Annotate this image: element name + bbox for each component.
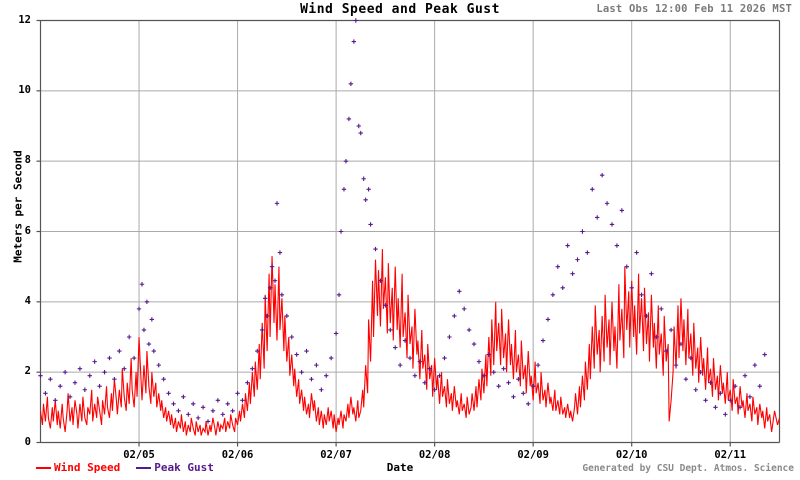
x-tick-label: 02/05 — [123, 448, 155, 461]
x-tick-label: 02/11 — [714, 448, 747, 461]
y-tick-label: 8 — [24, 154, 31, 167]
legend-swatch — [36, 466, 51, 469]
x-tick-label: 02/09 — [517, 448, 549, 461]
last-observation-timestamp: Last Obs 12:00 Feb 11 2026 MST — [596, 3, 792, 15]
legend-item: Peak Gust — [136, 461, 214, 474]
series-layer — [38, 18, 781, 436]
y-tick-label: 12 — [18, 13, 31, 26]
legend-item: Wind Speed — [36, 461, 120, 474]
x-tick-label: 02/08 — [418, 448, 451, 461]
series-line-wind-speed — [39, 249, 781, 436]
series-points-peak-gust — [38, 18, 767, 424]
legend-label: Peak Gust — [154, 461, 214, 474]
y-tick-label: 2 — [24, 365, 31, 378]
legend-swatch — [136, 466, 152, 469]
x-tick-label: 02/07 — [320, 448, 352, 461]
y-tick-label: 4 — [24, 294, 31, 307]
y-tick-label: 6 — [24, 224, 31, 237]
chart-legend: Wind Speed Peak Gust — [36, 461, 214, 474]
y-tick-label: 10 — [18, 83, 31, 96]
x-axis-title: Date — [386, 461, 414, 474]
x-tick-label: 02/10 — [615, 448, 648, 461]
legend-label: Wind Speed — [54, 461, 121, 474]
axes — [36, 19, 781, 447]
generator-credit: Generated by CSU Dept. Atmos. Science — [582, 463, 794, 474]
x-tick-label: 02/06 — [221, 448, 254, 461]
page-title: Wind Speed and Peak Gust — [300, 2, 500, 17]
y-tick-label: 0 — [24, 435, 31, 448]
